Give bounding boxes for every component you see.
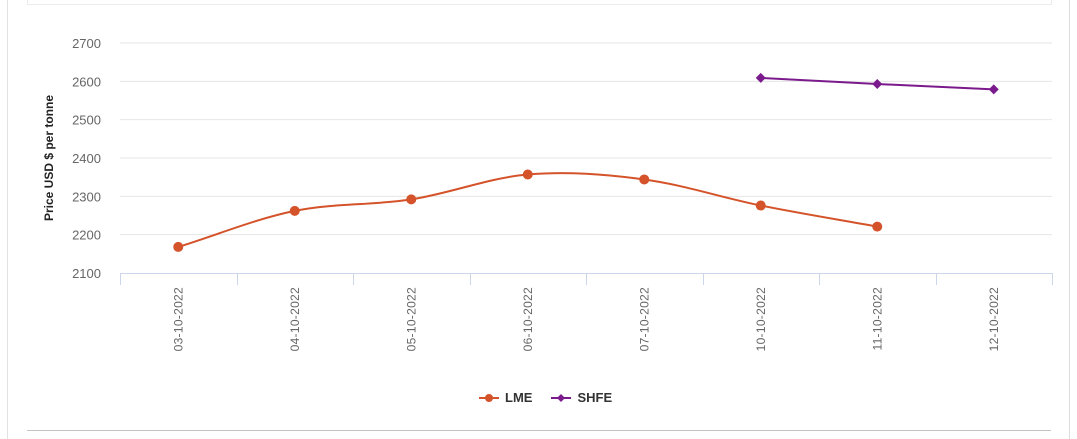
diamond-marker-icon (551, 393, 572, 402)
x-axis: 03-10-2022 04-10-2022 05-10-2022 06-10-2022… (120, 273, 1053, 351)
x-tick-label: 10-10-2022 (754, 287, 768, 351)
x-tick-label: 05-10-2022 (404, 287, 418, 351)
circle-data-point[interactable] (639, 174, 650, 185)
chart-legend: LME SHFE (478, 390, 612, 405)
series-line (177, 172, 878, 248)
y-tick-label: 2400 (72, 151, 101, 166)
panel-right-border (1069, 0, 1070, 439)
price-line-chart: 2100 2200 2300 2400 2500 2600 2700 Price USD $… (42, 36, 1053, 351)
circle-data-point[interactable] (872, 221, 883, 232)
circle-data-point[interactable] (289, 205, 300, 216)
circle-data-point[interactable] (406, 194, 417, 205)
y-tick-label: 2100 (72, 266, 101, 281)
top-panel-edge (27, 0, 1052, 5)
y-axis-ticks: 2100 2200 2300 2400 2500 2600 2700 (72, 36, 101, 281)
circle-data-point[interactable] (173, 241, 184, 252)
series-lme (173, 169, 883, 252)
diamond-data-point[interactable] (988, 84, 999, 95)
x-tick-label: 04-10-2022 (288, 287, 302, 351)
x-tick-label: 06-10-2022 (521, 287, 535, 351)
diamond-data-point[interactable] (872, 79, 883, 90)
panel-left-border (7, 0, 8, 439)
x-tick-label: 11-10-2022 (870, 287, 884, 351)
x-tick-label: 07-10-2022 (637, 287, 651, 351)
legend-label-lme: LME (505, 390, 533, 405)
y-tick-label: 2300 (72, 189, 101, 204)
legend-item-lme[interactable]: LME (478, 390, 532, 405)
legend-item-shfe[interactable]: SHFE (550, 390, 612, 405)
y-tick-label: 2600 (72, 74, 101, 89)
diamond-data-point[interactable] (755, 72, 766, 83)
bottom-divider (27, 430, 1051, 431)
series-shfe (755, 72, 999, 95)
series-lines (173, 72, 999, 252)
x-tick-label: 12-10-2022 (987, 287, 1001, 351)
circle-data-point[interactable] (755, 200, 766, 211)
circle-data-point[interactable] (522, 169, 533, 180)
gridlines (120, 42, 1052, 236)
y-tick-label: 2700 (72, 36, 101, 51)
y-tick-label: 2500 (72, 113, 101, 128)
circle-marker-icon (479, 393, 499, 402)
y-tick-label: 2200 (72, 228, 101, 243)
x-tick-label: 03-10-2022 (171, 287, 185, 351)
y-axis-title: Price USD $ per tonne (42, 95, 56, 221)
legend-label-shfe: SHFE (577, 390, 613, 405)
